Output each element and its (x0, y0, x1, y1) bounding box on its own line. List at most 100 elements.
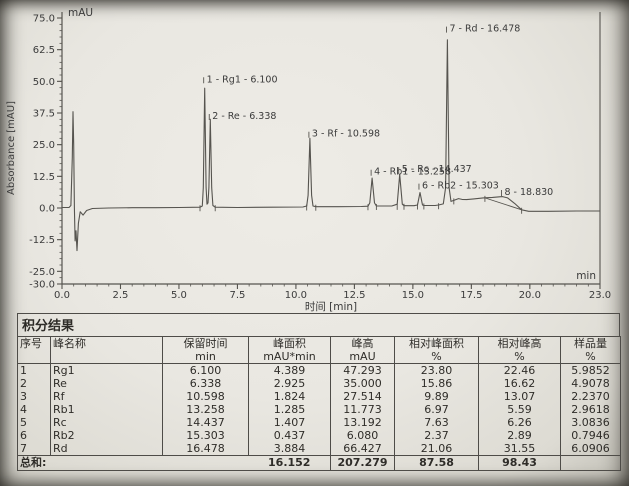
peak-label: 5 - Rc - 14.437 (402, 164, 472, 175)
cell: 15.86 (394, 377, 479, 390)
y-axis-unit-label: mAU (68, 7, 93, 19)
column-header: 序号 (17, 336, 51, 364)
cell: 13.258 (162, 403, 249, 416)
cell: 6.338 (162, 377, 249, 390)
x-tick-label: 7.5 (229, 290, 245, 301)
table-row: 4 Rb1 13.258 1.285 11.773 6.97 5.59 2.9618 (17, 403, 621, 416)
table-title: 积分结果 (17, 313, 620, 336)
table-row: 6 Rb2 15.303 0.437 6.080 2.37 2.89 0.7946 (17, 429, 621, 442)
y-tick-label: 0.0 (39, 204, 55, 215)
cell: 35.000 (330, 377, 395, 390)
results-table: 序号 峰名称 保留时间 min 峰面积 mAU*min 峰高 mAU 相对峰面积% 相对峰高% 样品… (17, 336, 621, 471)
cell: 47.293 (330, 363, 395, 377)
cell: 21.06 (394, 442, 479, 456)
x-tick-label: 0.0 (54, 290, 70, 301)
cell: 1.824 (248, 390, 331, 403)
total-cell: 16.152 (248, 455, 331, 471)
peak-label: 1 - Rg1 - 6.100 (207, 74, 278, 85)
peak-label: 7 - Rd - 16.478 (449, 24, 520, 35)
cell: 2.89 (478, 429, 561, 442)
x-tick-label: 5.0 (171, 290, 187, 301)
cell: 16.62 (478, 377, 561, 390)
cell: 15.303 (162, 429, 249, 442)
cell: 3.884 (248, 442, 331, 456)
y-tick-label: 37.5 (33, 109, 55, 120)
integration-baseline (484, 197, 522, 211)
cell: Rf (50, 390, 163, 403)
cell: 10.598 (162, 390, 249, 403)
cell: 4 (17, 403, 51, 416)
cell: 7 (17, 442, 51, 456)
cell: 6 (17, 429, 51, 442)
cell: 4.389 (248, 363, 331, 377)
cell: 4.9078 (560, 377, 621, 390)
total-cell: 87.58 (394, 455, 479, 471)
cell: Rb1 (50, 403, 163, 416)
table-row: 5 Rc 14.437 1.407 13.192 7.63 6.26 3.0836 (17, 416, 621, 429)
cell: 14.437 (162, 416, 249, 429)
column-header: 样品量% (560, 336, 621, 364)
cell: 6.26 (478, 416, 561, 429)
cell: Rd (50, 442, 163, 456)
y-tick-label: -30.0 (29, 279, 55, 290)
cell: 2.9618 (560, 403, 621, 416)
column-header: 保留时间 min (162, 336, 249, 364)
y-tick-label: 62.5 (33, 45, 55, 56)
x-tick-label: 2.5 (113, 290, 129, 301)
cell: 1.285 (248, 403, 331, 416)
cell: 0.7946 (560, 429, 621, 442)
cell: 27.514 (330, 390, 395, 403)
cell: 2.2370 (560, 390, 621, 403)
peak-label: 6 - Rb2 - 15.303 (422, 181, 499, 192)
cell: 66.427 (330, 442, 395, 456)
x-axis-unit-label: min (576, 270, 596, 282)
x-tick-label: 12.5 (343, 290, 365, 301)
peak-label: 8 - 18.830 (504, 187, 553, 198)
cell: 5.9852 (560, 363, 621, 377)
y-tick-label: -12.5 (29, 235, 55, 246)
column-header: 峰面积 mAU*min (248, 336, 331, 364)
y-tick-label: 25.0 (33, 140, 55, 151)
cell: 2 (17, 377, 51, 390)
cell: 6.0906 (560, 442, 621, 456)
cell: 0.437 (248, 429, 331, 442)
y-tick-label: 75.0 (33, 14, 55, 25)
column-header: 相对峰面积% (394, 336, 479, 364)
total-cell (560, 455, 621, 471)
cell: 3.0836 (560, 416, 621, 429)
total-cell: 207.279 (330, 455, 395, 471)
x-tick-label: 20.0 (519, 290, 541, 301)
table-row: 3 Rf 10.598 1.824 27.514 9.89 13.07 2.2370 (17, 390, 621, 403)
x-tick-label: 10.0 (285, 290, 307, 301)
cell: 6.97 (394, 403, 479, 416)
y-tick-label: -25.0 (29, 267, 55, 278)
x-tick-label: 23.0 (589, 290, 611, 301)
cell: Rb2 (50, 429, 163, 442)
cell: 22.46 (478, 363, 561, 377)
cell: 11.773 (330, 403, 395, 416)
cell: Rc (50, 416, 163, 429)
table-row: 1 Rg1 6.100 4.389 47.293 23.80 22.46 5.9852 (17, 363, 621, 377)
total-row: 总和: 16.152 207.279 87.58 98.43 (17, 455, 621, 471)
cell: 9.89 (394, 390, 479, 403)
cell: 13.07 (478, 390, 561, 403)
cell: 3 (17, 390, 51, 403)
x-tick-label: 17.5 (460, 290, 482, 301)
cell: 6.100 (162, 363, 249, 377)
total-cell: 98.43 (478, 455, 561, 471)
cell: 6.080 (330, 429, 395, 442)
cell: 5 (17, 416, 51, 429)
cell: Rg1 (50, 363, 163, 377)
cell: 23.80 (394, 363, 479, 377)
column-header: 峰高 mAU (330, 336, 395, 364)
total-label: 总和: (17, 455, 249, 471)
cell: 7.63 (394, 416, 479, 429)
chromatogram-trace (62, 39, 600, 252)
cell: 1 (17, 363, 51, 377)
x-axis-title: 时间 [min] (305, 300, 357, 312)
cell: 16.478 (162, 442, 249, 456)
column-header: 峰名称 (50, 336, 163, 364)
y-axis-title: Absorbance [mAU] (6, 101, 17, 195)
integration-results-table: 积分结果 序号 峰名称 保留时间 min 峰面积 mAU*min 峰高 mAU 相对峰面积% 相对… (17, 313, 621, 471)
